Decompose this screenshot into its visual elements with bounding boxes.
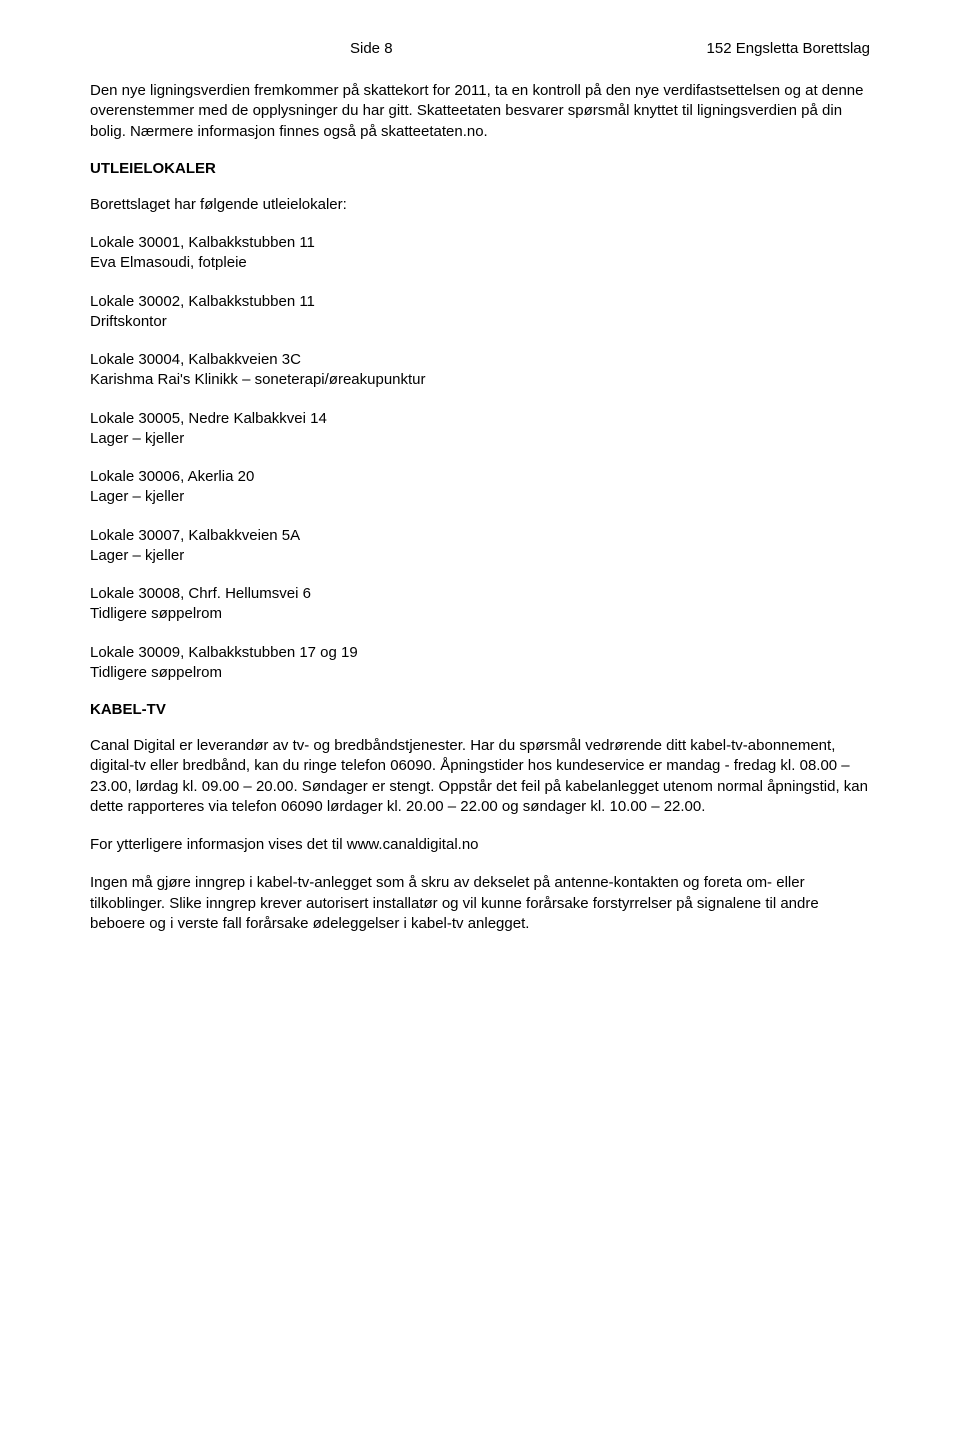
lokale-desc: Driftskontor: [90, 312, 870, 332]
lokale-item: Lokale 30004, Kalbakkveien 3C Karishma R…: [90, 350, 870, 391]
lokale-name: Lokale 30006, Akerlia 20: [90, 467, 870, 487]
lokale-item: Lokale 30008, Chrf. Hellumsvei 6 Tidlige…: [90, 584, 870, 625]
document-title: 152 Engsletta Borettslag: [707, 40, 870, 57]
lokale-desc: Lager – kjeller: [90, 487, 870, 507]
document-page: Side 8 152 Engsletta Borettslag Den nye …: [0, 0, 960, 992]
section-title-kabeltv: KABEL-TV: [90, 701, 870, 718]
lokale-name: Lokale 30002, Kalbakkstubben 11: [90, 292, 870, 312]
lokale-item: Lokale 30001, Kalbakkstubben 11 Eva Elma…: [90, 233, 870, 274]
lokale-desc: Tidligere søppelrom: [90, 663, 870, 683]
kabeltv-paragraph-2: For ytterligere informasjon vises det ti…: [90, 835, 870, 855]
lokale-name: Lokale 30007, Kalbakkveien 5A: [90, 526, 870, 546]
lokale-desc: Tidligere søppelrom: [90, 604, 870, 624]
kabeltv-paragraph-1: Canal Digital er leverandør av tv- og br…: [90, 736, 870, 817]
lokale-desc: Lager – kjeller: [90, 546, 870, 566]
lokale-item: Lokale 30006, Akerlia 20 Lager – kjeller: [90, 467, 870, 508]
lokale-item: Lokale 30002, Kalbakkstubben 11 Driftsko…: [90, 292, 870, 333]
lokale-item: Lokale 30005, Nedre Kalbakkvei 14 Lager …: [90, 409, 870, 450]
lokale-desc: Lager – kjeller: [90, 429, 870, 449]
lokale-name: Lokale 30004, Kalbakkveien 3C: [90, 350, 870, 370]
page-number: Side 8: [350, 40, 393, 57]
section-title-utleie: UTLEIELOKALER: [90, 160, 870, 177]
lokale-desc: Eva Elmasoudi, fotpleie: [90, 253, 870, 273]
lokale-item: Lokale 30009, Kalbakkstubben 17 og 19 Ti…: [90, 643, 870, 684]
lokale-name: Lokale 30001, Kalbakkstubben 11: [90, 233, 870, 253]
lokale-desc: Karishma Rai's Klinikk – soneterapi/ørea…: [90, 370, 870, 390]
lokale-item: Lokale 30007, Kalbakkveien 5A Lager – kj…: [90, 526, 870, 567]
lokale-name: Lokale 30008, Chrf. Hellumsvei 6: [90, 584, 870, 604]
lokale-name: Lokale 30009, Kalbakkstubben 17 og 19: [90, 643, 870, 663]
intro-paragraph: Den nye ligningsverdien fremkommer på sk…: [90, 81, 870, 142]
page-header: Side 8 152 Engsletta Borettslag: [90, 40, 870, 57]
kabeltv-paragraph-3: Ingen må gjøre inngrep i kabel-tv-anlegg…: [90, 873, 870, 934]
utleie-lead: Borettslaget har følgende utleielokaler:: [90, 195, 870, 215]
lokale-name: Lokale 30005, Nedre Kalbakkvei 14: [90, 409, 870, 429]
